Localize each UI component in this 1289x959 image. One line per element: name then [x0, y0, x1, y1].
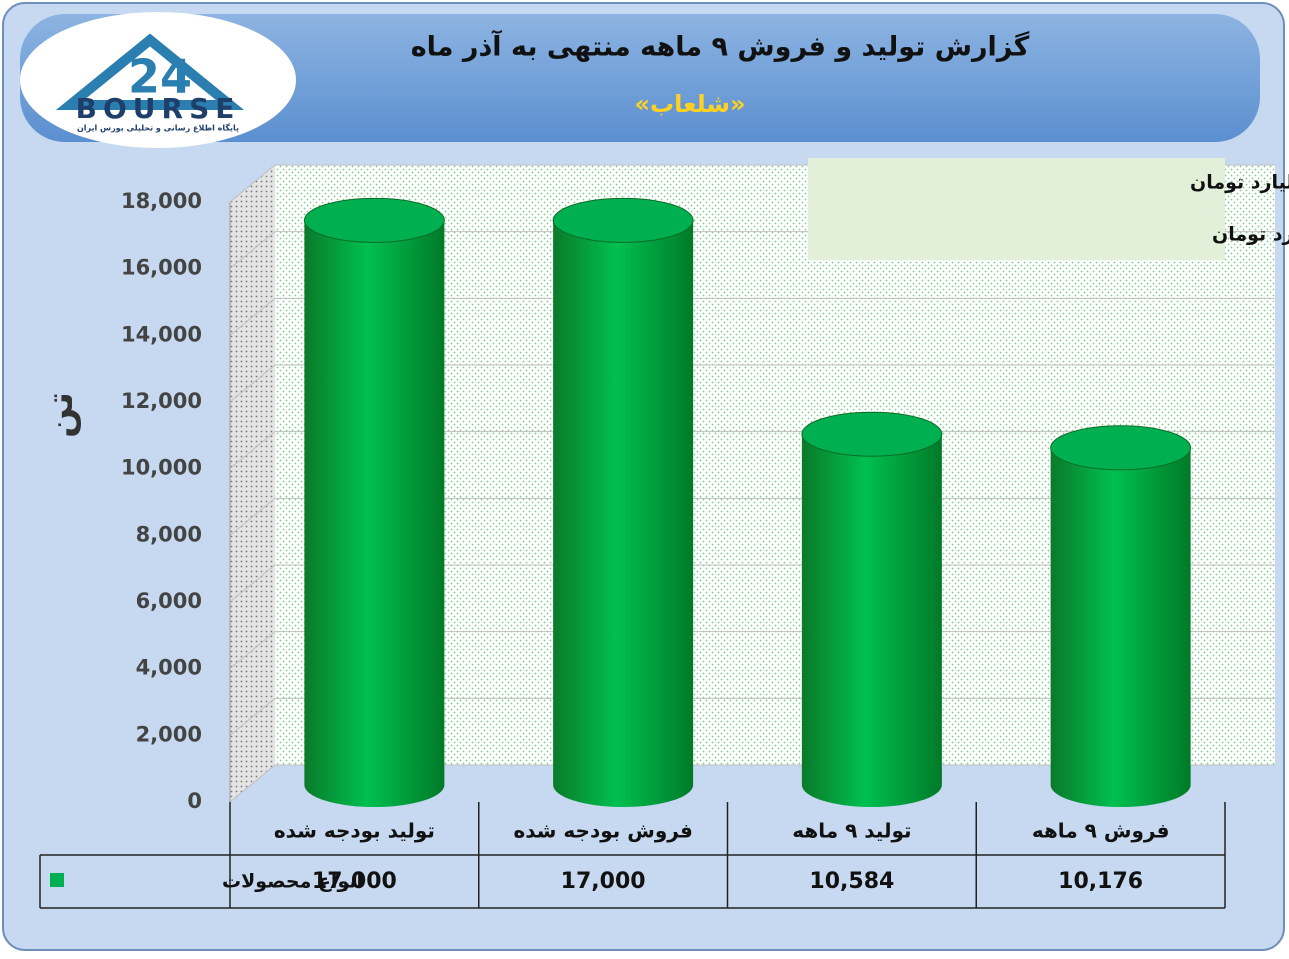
x-tick-label: فروش ۹ ماهه — [1032, 819, 1170, 843]
legend-label: انواع محصولات — [222, 871, 363, 893]
grid-line — [229, 364, 1275, 403]
side-wall — [230, 165, 275, 802]
bar — [801, 434, 942, 808]
x-tick-label: تولید ۹ ماهه — [792, 819, 911, 843]
annotation: فروش بودجه شده : ۴۶ میلیارد تومان — [1212, 224, 1289, 246]
y-tick-label: 4,000 — [136, 656, 202, 680]
bar-top — [552, 197, 694, 243]
bar-top — [801, 411, 943, 457]
y-tick-label: 18,000 — [121, 189, 202, 213]
bar — [553, 220, 694, 808]
bar-top — [1050, 425, 1192, 471]
chart-title: گزارش تولید و فروش ۹ ماهه منتهی به آذر م… — [411, 30, 1030, 63]
annotation: فروش ۹ ماهه : ۲۶ میلیارد تومان — [1190, 172, 1289, 194]
value-label: 17,000 — [312, 869, 397, 894]
floor — [230, 765, 1275, 802]
y-tick-label: 12,000 — [121, 389, 202, 413]
bar — [1050, 447, 1191, 808]
y-tick-label: 14,000 — [121, 322, 202, 346]
logo-number: 24 — [128, 50, 192, 104]
value-label: 10,584 — [809, 869, 894, 894]
annotation-box — [808, 158, 1225, 260]
y-tick-label: 8,000 — [136, 522, 202, 546]
logo-bg — [20, 12, 296, 148]
y-axis-label: تن — [40, 392, 81, 438]
logo-tagline: پایگاه اطلاع رسانی و تحلیلی بورس ایران — [77, 123, 239, 134]
table-lines — [39, 802, 1226, 909]
y-tick-label: 0 — [187, 789, 202, 813]
x-tick-label: فروش بودجه شده — [513, 819, 692, 843]
bar — [304, 220, 445, 808]
logo-name: BOURSE — [76, 92, 241, 125]
y-tick-label: 16,000 — [121, 256, 202, 280]
logo-shape — [55, 33, 245, 110]
chart-subtitle: «شلعاب» — [634, 90, 745, 118]
bar-top — [303, 197, 445, 243]
title-band — [20, 14, 1260, 142]
y-tick-label: 6,000 — [136, 589, 202, 613]
value-label: 17,000 — [561, 869, 646, 894]
legend-swatch — [50, 873, 64, 887]
x-tick-label: تولید بودجه شده — [274, 819, 435, 843]
y-tick-label: 2,000 — [136, 722, 202, 746]
y-tick-label: 10,000 — [121, 456, 202, 480]
plot — [229, 164, 1275, 808]
value-label: 10,176 — [1058, 869, 1143, 894]
grid-line — [229, 297, 1275, 336]
